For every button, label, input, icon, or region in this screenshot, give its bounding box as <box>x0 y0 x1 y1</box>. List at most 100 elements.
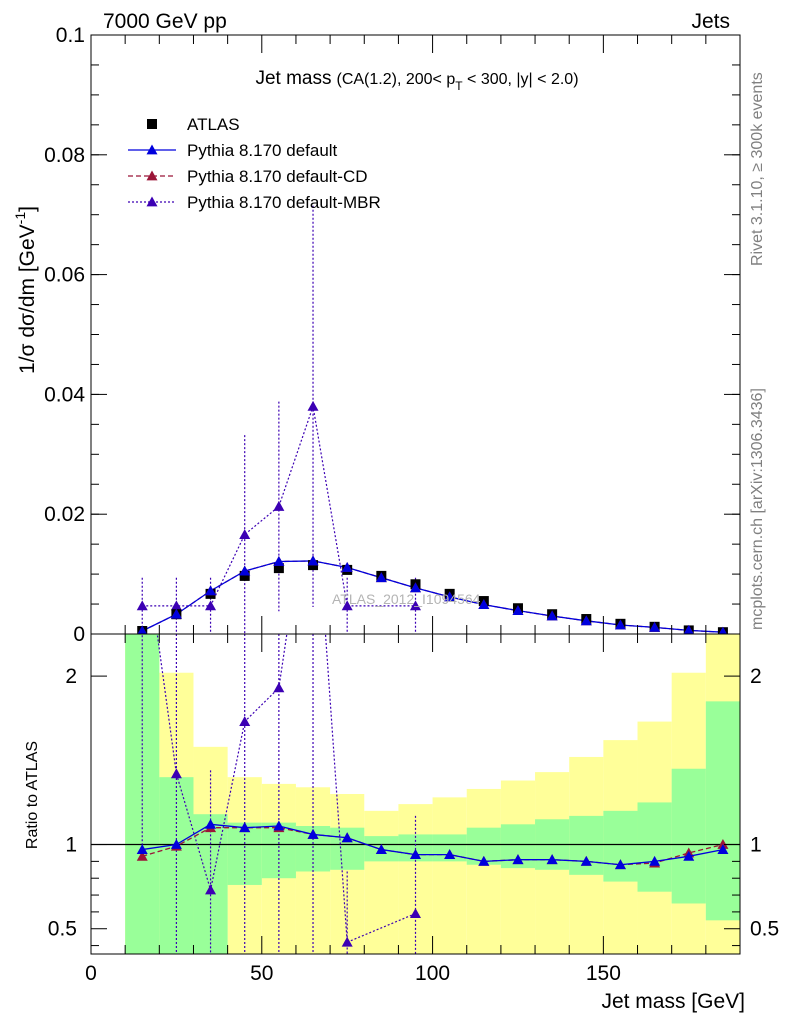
uncertainty-band-outer <box>398 804 433 954</box>
default-point <box>307 555 319 566</box>
top-panel-axes: 0 0.02 0.04 0.06 0.08 0.1 <box>44 24 741 646</box>
uncertainty-band-inner <box>125 634 160 954</box>
x-tick-label: 100 <box>415 962 450 985</box>
uncertainty-band-inner <box>705 701 740 921</box>
ratio-mbr-point <box>410 908 421 918</box>
ratio-default-point <box>307 828 319 839</box>
default-point <box>205 585 217 596</box>
ratio-default-point <box>649 855 661 866</box>
header-energy-label: 7000 GeV pp <box>103 10 227 33</box>
x-tick-label: 150 <box>586 962 621 985</box>
ratio-default-point <box>478 855 490 866</box>
mbr-point <box>410 600 421 611</box>
ratio-default-point <box>205 818 217 829</box>
top-y-axis-title-main: 1/σ dσ/dm [GeV <box>16 224 39 374</box>
ratio-default-line <box>142 823 724 866</box>
x-tick-label: 50 <box>250 962 273 985</box>
default-point <box>478 599 490 610</box>
ratio-mbr-point <box>308 452 319 462</box>
ratio-default-point <box>614 859 626 870</box>
ratio-mbr-point <box>341 936 353 947</box>
default-point <box>410 582 421 593</box>
default-point <box>273 556 285 566</box>
bottom-y-axis-title: Ratio to ATLAS <box>24 741 41 849</box>
mbr-point <box>239 529 251 539</box>
legend: ATLAS Pythia 8.170 default Pythia 8.170 de… <box>128 115 381 212</box>
x-tick-label: 0 <box>85 962 97 985</box>
top-y-tick-label: 0.1 <box>56 24 85 47</box>
ratio-cd-point <box>136 850 148 861</box>
default-point <box>444 591 456 602</box>
title-sub-end: < 300, |y| < 2.0) <box>463 71 579 88</box>
bottom-y-tick-label-right: 0.5 <box>750 918 779 941</box>
bottom-panel-axes: 0.5 0.5 1 1 2 2 0 50 100 150 <box>48 633 779 985</box>
title-sub-t: T <box>455 79 463 93</box>
uncertainty-band-inner <box>671 768 706 904</box>
mbr-line <box>142 406 416 607</box>
bottom-frame <box>90 633 741 955</box>
mbr-point <box>136 600 148 611</box>
uncertainty-band-inner <box>569 815 604 875</box>
ratio-default-point <box>170 839 182 849</box>
top-y-axis-title: 1/σ dσ/dm [GeV-1] <box>12 206 39 374</box>
legend-entry-label: Pythia 8.170 default-CD <box>187 167 368 186</box>
ratio-default-point <box>341 832 353 843</box>
legend-cd-marker <box>146 170 158 181</box>
mbr-point <box>170 600 182 611</box>
default-point <box>614 619 626 630</box>
ratio-default-point <box>546 854 558 865</box>
ratio-mbr-line <box>156 634 416 944</box>
ratio-default-point <box>717 844 729 854</box>
uncertainty-band-inner <box>637 802 672 892</box>
default-point <box>580 615 592 626</box>
legend-default-marker <box>146 144 158 155</box>
default-point <box>718 626 727 634</box>
default-point <box>341 562 353 572</box>
mbr-point <box>273 500 285 511</box>
ratio-default-point <box>580 855 592 866</box>
default-point <box>239 565 251 576</box>
bottom-y-tick-label-right: 2 <box>750 665 762 688</box>
top-y-tick-label: 0.04 <box>44 383 85 406</box>
uncertainty-band-outer <box>432 797 467 954</box>
default-line <box>141 560 723 633</box>
bottom-panel-marks <box>91 452 740 954</box>
ratio-default-point <box>444 849 456 860</box>
top-y-axis-title-end: ] <box>16 206 39 212</box>
top-y-tick-label: 0.02 <box>44 503 85 526</box>
bottom-y-tick-label-right: 1 <box>750 834 762 857</box>
ratio-default-point <box>683 850 695 861</box>
mbr-point <box>307 400 319 411</box>
ratio-default-point <box>512 854 524 865</box>
legend-mbr-marker <box>146 196 158 207</box>
uncertainty-band-inner <box>603 810 638 882</box>
top-panel-marks <box>136 205 728 634</box>
ratio-default-point <box>273 820 285 831</box>
ratio-mbr-point <box>170 768 182 779</box>
default-point <box>683 624 694 634</box>
default-point <box>512 605 524 616</box>
watermark-label: ATLAS_2012_I1094564 <box>332 591 481 607</box>
top-y-tick-label: 0 <box>73 623 85 646</box>
header-jets-label: Jets <box>691 10 730 33</box>
default-point <box>546 610 558 621</box>
x-axis-title: Jet mass [GeV] <box>601 990 745 1013</box>
default-point <box>137 625 147 634</box>
title-main: Jet mass <box>255 68 331 89</box>
bottom-y-tick-label: 1 <box>65 834 77 857</box>
uncertainty-band-outer <box>330 794 365 954</box>
legend-atlas-marker <box>147 119 157 129</box>
ratio-default-point <box>136 844 148 854</box>
ratio-mbr-point <box>273 682 285 693</box>
default-point <box>649 621 661 632</box>
uncertainty-band-outer <box>364 810 399 954</box>
atlas-data-point <box>273 563 284 574</box>
ratio-mbr-point <box>239 716 251 726</box>
top-y-tick-label: 0.06 <box>44 264 85 287</box>
top-panel-title: Jet mass (CA(1.2), 200< pT < 300, |y| < 2… <box>255 68 578 93</box>
ratio-default-point <box>239 822 251 833</box>
mcplots-side-label: mcplots.cern.ch [arXiv:1306.3436] <box>749 388 766 630</box>
rivet-side-label: Rivet 3.1.10, ≥ 300k events <box>749 72 766 266</box>
top-y-tick-label: 0.08 <box>44 144 85 167</box>
